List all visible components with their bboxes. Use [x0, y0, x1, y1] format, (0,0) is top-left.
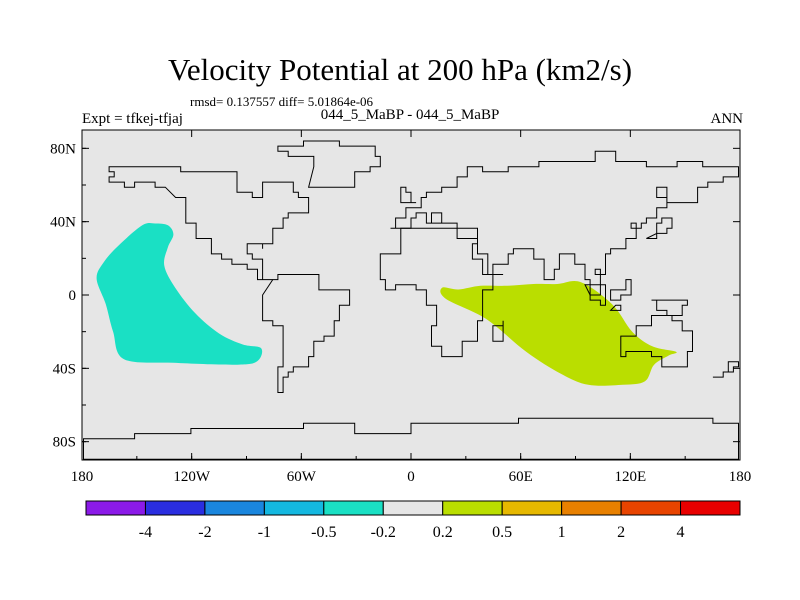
continent-outline: [83, 417, 739, 460]
x-tick-label: 0: [407, 469, 415, 485]
colorbar-swatch: [620, 500, 682, 516]
colorbar-label: -1: [258, 524, 271, 541]
negative-anomaly-region: [96, 223, 263, 365]
continent-outline: [277, 140, 381, 188]
season-label: ANN: [710, 111, 744, 127]
continent-outline: [390, 150, 739, 296]
continent-outline: [610, 279, 632, 301]
x-tick-label: 60W: [287, 469, 317, 485]
y-tick-label: 40N: [50, 215, 76, 231]
colorbar-label: 0.5: [492, 524, 512, 541]
y-tick-label: 0: [69, 288, 77, 304]
colorbar-swatch: [323, 500, 384, 516]
colorbar-label: -4: [139, 524, 152, 541]
chart-title: Velocity Potential at 200 hPa (km2/s): [167, 52, 633, 87]
y-tick-label: 80S: [53, 435, 76, 451]
colorbar-swatch: [144, 500, 206, 516]
case-label: 044_5_MaBP - 044_5_MaBP: [320, 107, 500, 123]
colorbar-swatch: [442, 500, 503, 516]
colorbar-label: -0.2: [371, 524, 396, 541]
colorbar-label: 0.2: [433, 524, 453, 541]
x-tick-label: 120W: [173, 469, 211, 485]
colorbar-swatch: [204, 500, 265, 516]
x-tick-label: 120E: [614, 469, 646, 485]
colorbar-label: 4: [677, 524, 685, 541]
colorbar-swatch: [263, 500, 325, 516]
continent-outline: [620, 315, 693, 368]
continent-outline: [108, 166, 310, 281]
continent-outline: [262, 274, 351, 393]
x-tick-label: 180: [71, 469, 94, 485]
colorbar-swatch: [680, 500, 741, 516]
x-tick-label: 180: [729, 469, 752, 485]
continent-outline: [646, 217, 673, 239]
experiment-label: Expt = tfkej-tfjaj: [82, 111, 183, 127]
continent-outline: [651, 299, 688, 316]
continent-outline: [712, 361, 739, 378]
continent-outline: [584, 284, 606, 306]
colorbar-swatch: [382, 500, 444, 516]
colorbar-label: -0.5: [311, 524, 336, 541]
colorbar-label: 1: [558, 524, 566, 541]
continent-outline: [609, 304, 622, 311]
y-tick-label: 80N: [50, 141, 76, 157]
x-tick-label: 60E: [509, 469, 533, 485]
plot-background: [82, 130, 740, 460]
colorbar-label: -2: [198, 524, 211, 541]
colorbar-swatch: [501, 500, 563, 516]
colorbar-label: 2: [617, 524, 625, 541]
stats-text: rmsd= 0.137557 diff= 5.01864e-06: [190, 94, 374, 109]
continent-outline: [379, 227, 504, 358]
colorbar-swatch: [85, 500, 146, 516]
colorbar-swatch: [561, 500, 622, 516]
y-tick-label: 40S: [53, 361, 76, 377]
positive-anomaly-region: [440, 281, 677, 386]
continent-outline: [492, 320, 504, 342]
continent-outline: [400, 186, 417, 204]
